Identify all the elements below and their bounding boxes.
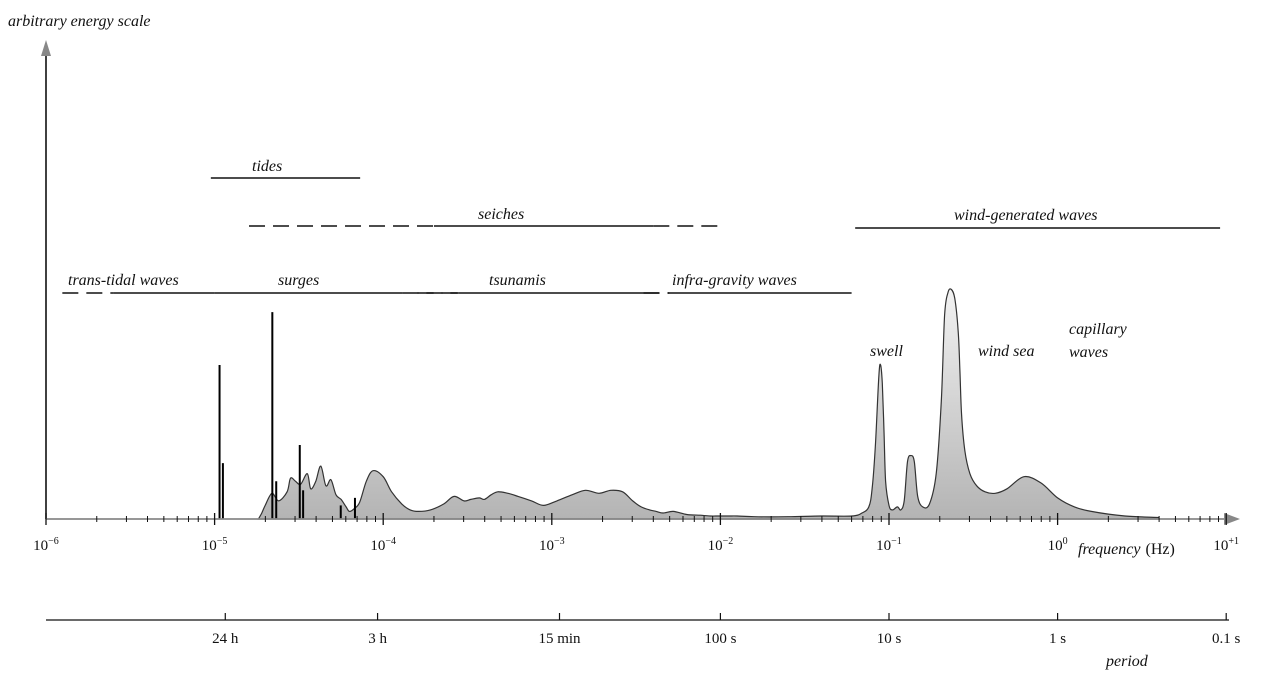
frequency-tick-label: 10−4 [370,536,396,554]
band-label-seiches: seiches [478,206,524,223]
period-tick-label: 3 h [368,631,387,647]
annotation-waves: waves [1069,344,1108,361]
annotation-wind-sea: wind sea [978,343,1034,360]
frequency-axis-label: frequency (Hz) [1078,541,1175,558]
phenomenon-bands [62,177,1221,294]
frequency-tick-label: 100 [1048,536,1068,554]
frequency-axis-arrow-icon [1224,513,1240,525]
frequency-tick-label: 10−6 [33,536,59,554]
band-label-infra-gravity-waves: infra-gravity waves [672,272,797,289]
band-label-surges: surges [278,272,319,289]
period-tick-label: 0.1 s [1212,631,1241,647]
frequency-tick-label: 10−5 [202,536,228,554]
energy-spectrum-area [257,288,1160,520]
frequency-tick-label: 10+1 [1213,536,1239,554]
frequency-tick-labels: 10−6 10−5 10−4 10−3 10−2 10−1 100 10+1 [33,536,1239,554]
y-axis-arrow-icon [41,40,51,56]
spectral-lines [218,312,356,519]
annotation-capillary: capillary [1069,321,1128,338]
period-tick-labels: 24 h 3 h 15 min 100 s 10 s 1 s 0.1 s [212,631,1240,647]
period-tick-label: 24 h [212,631,239,647]
band-label-tides: tides [252,158,282,175]
y-axis-label: arbitrary energy scale [8,13,150,30]
annotation-swell: swell [870,343,903,360]
band-label-trans-tidal-waves: trans-tidal waves [68,272,179,289]
frequency-ticks [45,513,1227,525]
period-ticks [224,613,1227,620]
frequency-tick-label: 10−1 [876,536,902,554]
band-label-tsunamis: tsunamis [489,272,546,289]
period-tick-label: 100 s [704,631,736,647]
period-tick-label: 1 s [1049,631,1066,647]
period-axis-label: period [1105,653,1149,670]
band-label-wind-generated-waves: wind-generated waves [954,207,1098,224]
period-tick-label: 10 s [877,631,902,647]
period-tick-label: 15 min [538,631,581,647]
frequency-tick-label: 10−2 [708,536,734,554]
frequency-tick-label: 10−3 [539,536,565,554]
